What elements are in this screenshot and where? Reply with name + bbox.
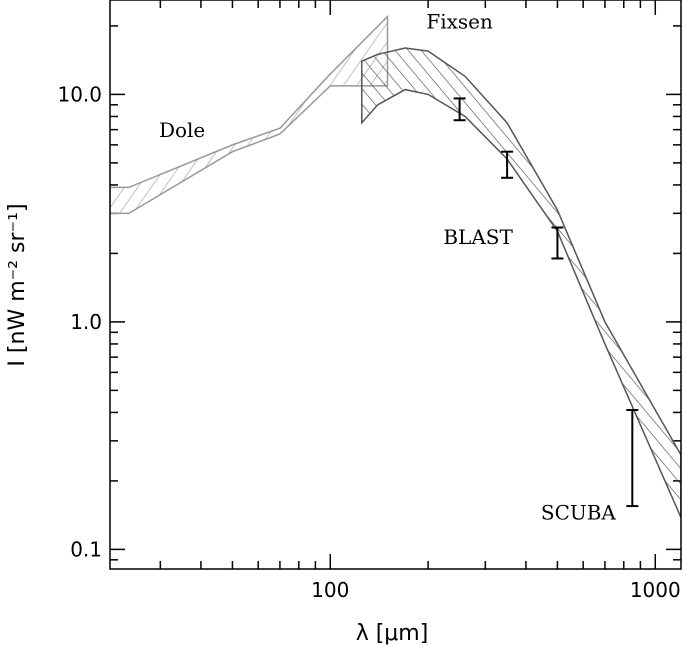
- y-axis-title: I [nW m⁻² sr⁻¹]: [5, 203, 30, 366]
- y-tick-label: 1.0: [70, 310, 102, 334]
- annotations: Dole Fixsen BLAST SCUBA: [159, 9, 616, 524]
- plot-frame: [109, 0, 682, 570]
- x-tick-label: 100: [311, 578, 349, 602]
- tick-labels: 100 1000 0.1 1.0 10.0: [57, 82, 680, 602]
- annotation-blast: BLAST: [443, 225, 513, 249]
- data-layer: [110, 14, 681, 518]
- annotation-dole: Dole: [159, 118, 205, 142]
- scuba-errorbar: [626, 408, 639, 508]
- annotation-scuba: SCUBA: [541, 501, 617, 525]
- y-tick-label: 10.0: [57, 82, 102, 106]
- fixsen-band: [361, 47, 681, 518]
- x-axis-title: λ [μm]: [356, 621, 429, 646]
- blast-errorbar: [453, 97, 466, 122]
- axis-ticks: [110, 0, 681, 569]
- y-tick-label: 0.1: [70, 537, 102, 561]
- annotation-fixsen: Fixsen: [426, 9, 493, 33]
- x-tick-label: 1000: [630, 578, 681, 602]
- blast-errorbar: [501, 150, 514, 179]
- dole-band: [110, 14, 389, 215]
- blast-errorbar: [551, 226, 564, 260]
